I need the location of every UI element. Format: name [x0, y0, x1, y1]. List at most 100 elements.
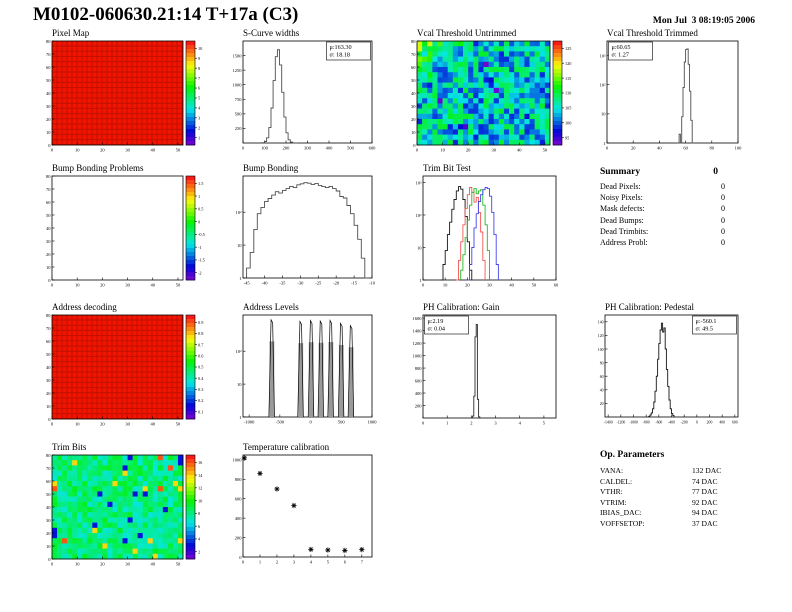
svg-text:10²: 10²: [416, 213, 423, 218]
svg-text:50: 50: [46, 213, 51, 218]
svg-text:0: 0: [51, 148, 54, 153]
svg-text:60: 60: [46, 200, 51, 205]
svg-text:60: 60: [46, 339, 51, 344]
svg-text:95: 95: [565, 135, 569, 140]
svg-text:10: 10: [417, 245, 422, 250]
svg-text:0.7: 0.7: [198, 342, 204, 347]
svg-text:-45: -45: [244, 281, 251, 286]
svg-text:100: 100: [565, 121, 571, 126]
svg-text:μ:60.65: μ:60.65: [612, 44, 631, 51]
svg-text:200: 200: [415, 403, 423, 408]
svg-text:80: 80: [411, 39, 416, 44]
svg-text:600: 600: [732, 421, 738, 425]
svg-text:500: 500: [338, 420, 346, 425]
svg-text:0.1: 0.1: [198, 409, 203, 414]
plot-title: PH Calibration: Pedestal: [605, 302, 694, 312]
svg-text:60: 60: [683, 146, 688, 151]
svg-text:7: 7: [361, 560, 364, 565]
svg-text:4: 4: [519, 421, 522, 426]
plot-title: Bump Bonding Problems: [52, 163, 144, 173]
svg-text:10³: 10³: [416, 180, 423, 185]
svg-text:5: 5: [327, 560, 330, 565]
svg-text:600: 600: [415, 378, 423, 383]
svg-text:0: 0: [51, 422, 54, 427]
svg-text:1: 1: [603, 141, 605, 146]
svg-text:10: 10: [411, 130, 416, 135]
svg-text:10: 10: [237, 382, 242, 387]
svg-text:60: 60: [46, 65, 51, 70]
svg-text:6: 6: [344, 560, 347, 565]
svg-text:70: 70: [46, 52, 51, 57]
svg-text:6: 6: [198, 86, 201, 91]
svg-text:10²: 10²: [236, 210, 243, 215]
svg-text:20: 20: [466, 148, 471, 153]
plot-title: S-Curve widths: [243, 28, 300, 38]
svg-text:0: 0: [422, 283, 425, 288]
svg-text:10: 10: [237, 243, 242, 248]
svg-text:20: 20: [46, 252, 51, 257]
svg-text:10: 10: [440, 148, 445, 153]
svg-text:0.6: 0.6: [198, 354, 204, 359]
plot-bump-bonding: Bump Bonding -45 -40 -35 -30 -25 -20 -15 -10 1 10…: [229, 163, 379, 288]
svg-text:300: 300: [304, 146, 312, 151]
svg-text:0: 0: [606, 146, 609, 151]
svg-text:7: 7: [198, 76, 201, 81]
svg-text:-0.5: -0.5: [198, 232, 205, 237]
svg-text:1.5: 1.5: [198, 181, 203, 186]
plot-ph-calibration-pedestal: PH Calibration: Pedestal -1400 -1200 -1000…: [591, 302, 745, 427]
svg-text:0: 0: [696, 421, 698, 425]
svg-text:30: 30: [46, 104, 51, 109]
svg-text:200: 200: [707, 421, 713, 425]
ph-pedestal-canvas: -1400 -1200 -1000 -800 -600 -400 -200 0 200 400 60…: [591, 313, 745, 427]
svg-text:100: 100: [735, 146, 743, 151]
svg-text:30: 30: [125, 148, 130, 153]
svg-text:9: 9: [198, 56, 200, 61]
trim-bit-test-canvas: 0 10 20 30 40 50 60 1 10 10² 10³: [409, 174, 563, 290]
svg-text:σ: 49.5: σ: 49.5: [696, 326, 713, 333]
svg-text:1000: 1000: [233, 458, 243, 463]
plot-title: Temperature calibration: [243, 442, 330, 452]
svg-text:5: 5: [543, 421, 546, 426]
svg-text:20: 20: [411, 117, 416, 122]
svg-text:100: 100: [261, 146, 269, 151]
svg-text:30: 30: [491, 148, 496, 153]
svg-text:100: 100: [598, 348, 604, 352]
svg-text:20: 20: [465, 283, 470, 288]
svg-text:80: 80: [46, 453, 51, 458]
op-row-caldel: CALDEL: 74 DAC: [600, 476, 718, 486]
svg-text:80: 80: [46, 39, 51, 44]
svg-text:-10: -10: [369, 281, 376, 286]
svg-text:1000: 1000: [233, 83, 243, 88]
svg-text:40: 40: [46, 226, 51, 231]
pixel-map-canvas: 0 10 20 30 40 50 0 10 20 30 40 50 60 70 80 10 9 8 7 6 5 4 3 2 1: [38, 39, 212, 155]
svg-text:500: 500: [347, 146, 355, 151]
svg-text:0: 0: [48, 278, 51, 283]
svg-text:0: 0: [51, 562, 54, 567]
svg-text:1: 1: [446, 421, 448, 426]
summary-row-noisy-pixels: Noisy Pixels: 0: [600, 193, 725, 203]
svg-text:8: 8: [198, 66, 200, 71]
svg-text:60: 60: [411, 65, 416, 70]
svg-text:-200: -200: [681, 421, 688, 425]
svg-text:-500: -500: [276, 420, 285, 425]
svg-text:70: 70: [46, 326, 51, 331]
plot-trim-bit-test: Trim Bit Test 0 10 20 30 40 50 60 1 10 10² 10³: [409, 163, 563, 290]
svg-text:10: 10: [75, 562, 80, 567]
svg-text:50: 50: [176, 283, 181, 288]
vcal-trimmed-canvas: 0 20 40 60 80 100 1 10 10² 10³ μ:60.65 σ: 1.27: [593, 39, 745, 153]
plot-vcal-threshold-trimmed: Vcal Threshold Trimmed 0 20 40 60 80 100 1 10 10…: [593, 28, 745, 153]
svg-text:10: 10: [46, 544, 51, 549]
svg-text:8: 8: [198, 511, 200, 516]
plot-ph-calibration-gain: PH Calibration: Gain 0 1 2 3 4 5 200 400 600 800 1…: [409, 302, 563, 428]
summary-panel: Summary 0 Dead Pixels: 0 Noisy Pixels: 0 M…: [600, 167, 762, 248]
svg-text:0: 0: [416, 148, 419, 153]
trim-bits-canvas: 0 10 20 30 40 50 0 10 20 30 40 50 60 70 80 16 14 12 10 8 6 4 2: [38, 453, 212, 569]
svg-text:-15: -15: [351, 281, 358, 286]
svg-text:1000: 1000: [413, 353, 423, 358]
svg-text:60: 60: [554, 283, 559, 288]
plot-title: Address decoding: [52, 302, 117, 312]
svg-text:20: 20: [100, 148, 105, 153]
svg-text:3: 3: [494, 421, 497, 426]
summary-row-dead-bumps: Dead Bumps: 0: [600, 215, 725, 225]
plot-title: Vcal Threshold Trimmed: [607, 28, 698, 38]
